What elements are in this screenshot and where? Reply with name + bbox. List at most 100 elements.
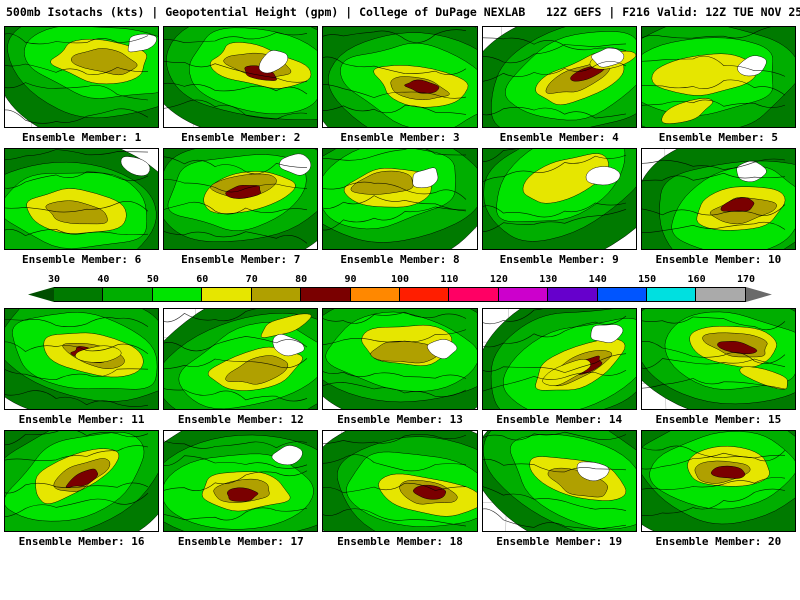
ensemble-member-label: Ensemble Member: 20	[655, 535, 782, 548]
isotach-fills	[482, 149, 636, 249]
height-contours	[164, 156, 308, 244]
ensemble-panel: Ensemble Member: 19	[481, 430, 637, 548]
ensemble-panel: Ensemble Member: 16	[4, 430, 160, 548]
height-contours	[641, 316, 785, 390]
isotach-map	[481, 430, 637, 532]
colorbar-tick: 140	[588, 274, 607, 285]
ensemble-panel: Ensemble Member: 5	[640, 26, 796, 144]
isotach-fills	[164, 27, 318, 127]
colorbar-segment	[696, 287, 746, 302]
colorbar-segment	[54, 287, 104, 302]
colorbar-tick: 160	[687, 274, 706, 285]
colorbar: 30 40 50 60 70 80 90 100 110 120 130 140 150 160 170	[28, 274, 772, 302]
ensemble-member-label: Ensemble Member: 19	[496, 535, 623, 548]
height-contours	[482, 431, 626, 530]
isotach-map	[4, 26, 160, 128]
ensemble-member-label: Ensemble Member: 6	[21, 253, 142, 266]
isotach-map	[4, 430, 160, 532]
colorbar-tick: 30	[47, 274, 61, 285]
height-contours	[5, 431, 149, 518]
height-contours	[5, 149, 149, 236]
height-contours	[482, 149, 626, 233]
ensemble-member-label: Ensemble Member: 14	[496, 413, 623, 426]
colorbar-tick: 120	[489, 274, 508, 285]
height-contours	[164, 309, 308, 402]
isotach-map	[322, 308, 478, 410]
ensemble-panel: Ensemble Member: 12	[163, 308, 319, 426]
ensemble-member-label: Ensemble Member: 10	[655, 253, 782, 266]
isotach-map	[163, 26, 319, 128]
colorbar-tick: 170	[736, 274, 756, 285]
height-contours	[641, 27, 785, 108]
height-contours	[164, 32, 308, 120]
ensemble-member-label: Ensemble Member: 9	[499, 253, 619, 266]
ensemble-panel: Ensemble Member: 7	[163, 148, 319, 266]
panel-row-2: Ensemble Member: 6 Ensemble Member: 7 En…	[0, 144, 800, 266]
isotach-fills	[5, 431, 159, 531]
ensemble-panel: Ensemble Member: 2	[163, 26, 319, 144]
colorbar-right-arrow	[745, 287, 772, 302]
height-contours	[482, 309, 626, 392]
ensemble-member-label: Ensemble Member: 12	[177, 413, 304, 426]
colorbar-segment	[103, 287, 153, 302]
isotach-map	[481, 308, 637, 410]
colorbar-tick: 150	[638, 274, 657, 285]
ensemble-member-label: Ensemble Member: 16	[18, 535, 145, 548]
isotach-map	[640, 148, 796, 250]
height-contours	[482, 37, 626, 119]
ensemble-panel: Ensemble Member: 9	[481, 148, 637, 266]
height-contours	[5, 33, 149, 124]
page-title: 500mb Isotachs (kts) | Geopotential Heig…	[6, 5, 800, 19]
ensemble-panel: Ensemble Member: 15	[640, 308, 796, 426]
height-contours	[164, 440, 308, 521]
ensemble-panel: Ensemble Member: 10	[640, 148, 796, 266]
isotach-fills	[323, 309, 477, 409]
isotach-map	[163, 430, 319, 532]
colorbar-tick: 90	[344, 274, 357, 285]
colorbar-segment	[498, 287, 549, 302]
colorbar-segment	[301, 287, 351, 302]
ensemble-member-label: Ensemble Member: 15	[655, 413, 782, 426]
ensemble-panel: Ensemble Member: 8	[322, 148, 478, 266]
panel-row-4: Ensemble Member: 16 Ensemble Member: 17 …	[0, 426, 800, 548]
ensemble-panel: Ensemble Member: 4	[481, 26, 637, 144]
colorbar-segment	[202, 287, 252, 302]
isotach-map	[163, 308, 319, 410]
colorbar-tick: 50	[146, 274, 159, 285]
isotach-map	[4, 308, 160, 410]
ensemble-member-label: Ensemble Member: 1	[21, 131, 142, 144]
isotach-map	[481, 26, 637, 128]
isotach-map	[481, 148, 637, 250]
isotach-map	[640, 26, 796, 128]
isotach-fills	[641, 27, 795, 127]
isotach-map	[322, 148, 478, 250]
isotach-fills	[164, 149, 318, 249]
colorbar-segment	[647, 287, 697, 302]
colorbar-segment	[251, 287, 302, 302]
isotach-fills	[482, 431, 636, 531]
ensemble-panel: Ensemble Member: 20	[640, 430, 796, 548]
isotach-fills	[323, 431, 477, 531]
height-contours	[323, 433, 467, 527]
isotach-fills	[482, 27, 636, 127]
isotach-fills	[164, 309, 318, 409]
colorbar-segment	[350, 287, 400, 302]
colorbar-segment	[399, 287, 450, 302]
ensemble-panel: Ensemble Member: 18	[322, 430, 478, 548]
height-contours	[641, 158, 785, 234]
colorbar-tick-labels: 30 40 50 60 70 80 90 100 110 120 130 140 150 160 170	[48, 274, 755, 287]
isotach-map	[163, 148, 319, 250]
ensemble-member-label: Ensemble Member: 18	[337, 535, 463, 548]
isotach-fills	[323, 149, 477, 249]
ensemble-panel: Ensemble Member: 6	[4, 148, 160, 266]
isotach-map	[4, 148, 160, 250]
ensemble-member-label: Ensemble Member: 7	[181, 253, 301, 266]
ensemble-member-label: Ensemble Member: 3	[340, 131, 460, 144]
colorbar-tick: 80	[295, 274, 308, 285]
ensemble-panel: Ensemble Member: 14	[481, 308, 637, 426]
isotach-map	[322, 26, 478, 128]
isotach-fills	[641, 431, 795, 531]
colorbar-tick: 40	[97, 274, 110, 285]
ensemble-panel: Ensemble Member: 3	[322, 26, 478, 144]
